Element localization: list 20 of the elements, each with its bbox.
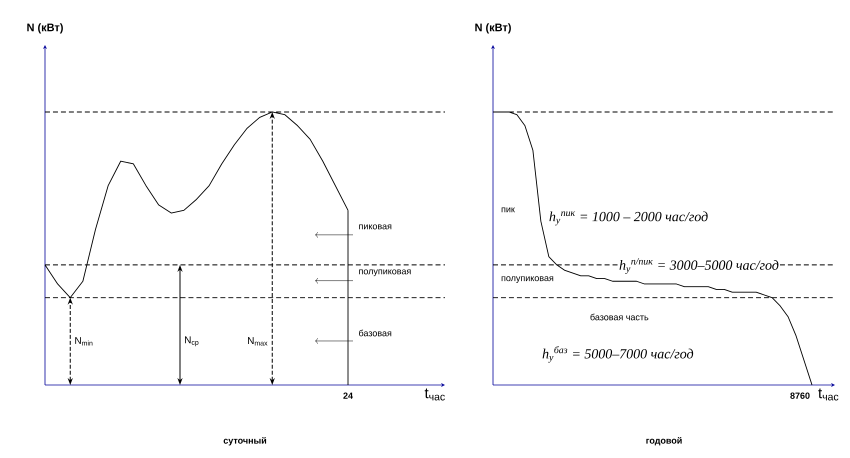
annotation: полупиковая <box>502 276 554 283</box>
annotation: h$_{y}$$^{баз}$ = 5000–7000 час/год <box>542 346 694 363</box>
annotation: h$_{y}$$^{п/пик}$ = 3000–5000 час/год <box>620 258 778 274</box>
text: годовой <box>646 436 682 446</box>
annotation: базовая часть <box>590 314 648 320</box>
text: полупиковая <box>359 269 411 276</box>
y-axis-title: N (кВт) <box>27 23 63 34</box>
x-axis-title: t$_{час}$ <box>424 388 445 400</box>
text: базовая <box>359 330 392 336</box>
annotation: пик <box>502 208 515 212</box>
text: суточный <box>224 436 266 446</box>
annotation: N$_{ср}$ <box>185 336 198 346</box>
y-axis-title: N (кВт) <box>475 23 511 34</box>
text: 24 <box>343 392 353 399</box>
annotation: N$_{min}$ <box>75 337 92 346</box>
text: 8760 <box>790 392 810 399</box>
annotation: h$_{y}$$^{пик}$ = 1000 – 2000 час/год <box>549 211 708 226</box>
annotation: N$_{max}$ <box>248 337 268 346</box>
x-axis-title: t$_{час}$ <box>818 388 838 400</box>
text: пиковая <box>359 224 392 230</box>
